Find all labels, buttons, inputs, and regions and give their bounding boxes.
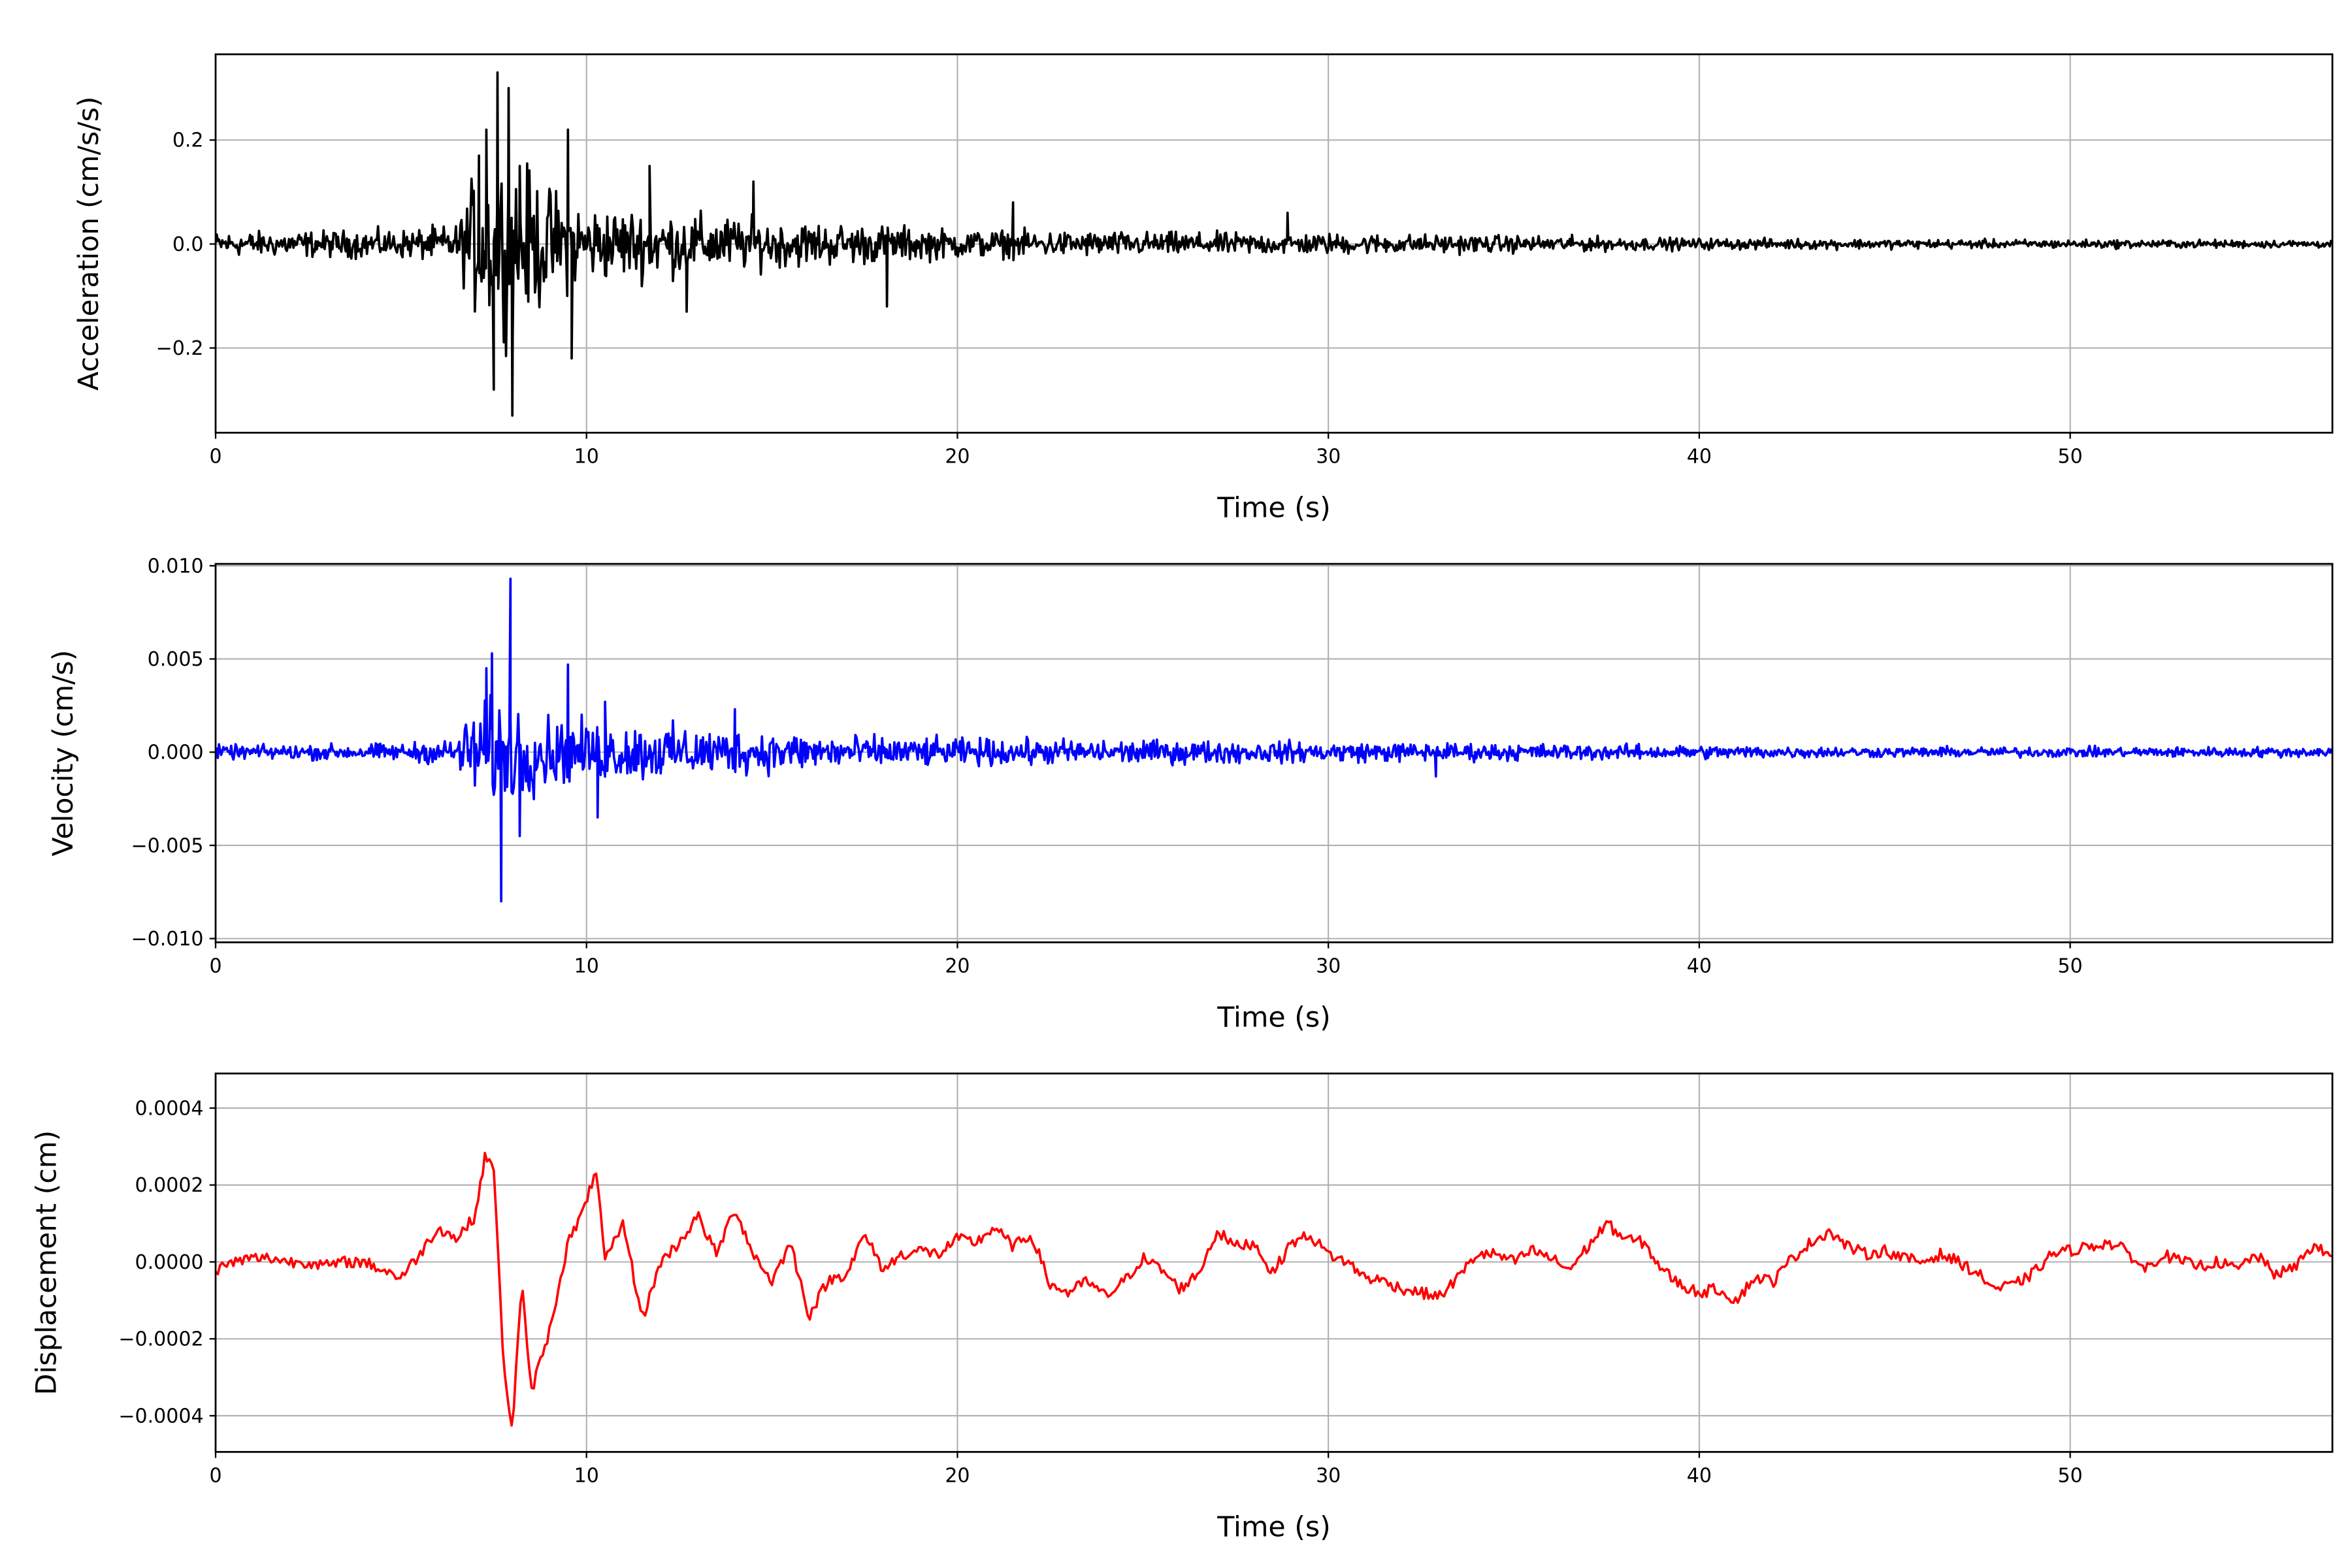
acceleration-x-tick-label: 0	[209, 445, 221, 468]
acceleration-x-axis-label: Time (s)	[1217, 492, 1331, 525]
acceleration-x-tick-label: 10	[574, 445, 599, 468]
velocity-y-axis-label: Velocity (cm/s)	[47, 650, 80, 857]
displacement-axes-frame	[214, 1072, 2334, 1453]
acceleration-series-line	[215, 71, 2332, 417]
velocity-y-tick-label: 0.000	[148, 742, 204, 764]
acceleration-y-tick-label: −0.2	[156, 337, 204, 360]
acceleration-y-axis-label: Acceleration (cm/s/s)	[73, 96, 105, 390]
velocity-series-line	[215, 578, 2332, 903]
velocity-y-tick-label: −0.010	[131, 928, 204, 951]
acceleration-panel: 0 10 20 30 40 50 −0.2 0.0 0.2 Time (s) Acceleratio…	[73, 53, 2334, 525]
acceleration-axes-frame	[214, 53, 2334, 434]
displacement-y-tick-label: 0.0002	[135, 1174, 204, 1197]
velocity-x-tick-label: 0	[209, 955, 221, 977]
velocity-x-tick-label: 50	[2058, 955, 2083, 977]
velocity-y-tick-label: 0.005	[148, 648, 204, 671]
velocity-x-tick-label: 20	[945, 955, 970, 977]
displacement-x-tick-label: 20	[945, 1464, 970, 1487]
velocity-x-tick-label: 40	[1687, 955, 1712, 977]
displacement-panel: 0 10 20 30 40 50 −0.0004 −0.0002 0.0000 0.0002 0.0…	[30, 1072, 2334, 1544]
velocity-axes-frame	[214, 563, 2334, 943]
displacement-x-tick-label: 10	[574, 1464, 599, 1487]
displacement-x-axis-label: Time (s)	[1217, 1511, 1331, 1544]
displacement-x-tick-label: 50	[2058, 1464, 2083, 1487]
acceleration-y-tick-label: 0.2	[172, 129, 204, 152]
velocity-x-tick-label: 10	[574, 955, 599, 977]
velocity-x-tick-label: 30	[1316, 955, 1341, 977]
acceleration-x-tick-label: 50	[2058, 445, 2083, 468]
velocity-y-tick-label: −0.005	[131, 834, 204, 857]
velocity-x-axis-label: Time (s)	[1217, 1002, 1331, 1034]
displacement-x-tick-label: 40	[1687, 1464, 1712, 1487]
velocity-y-tick-label: 0.010	[148, 555, 204, 578]
displacement-y-tick-label: 0.0004	[135, 1097, 204, 1120]
displacement-y-tick-label: 0.0000	[135, 1251, 204, 1274]
velocity-panel: 0 10 20 30 40 50 −0.010 −0.005 0.000 0.005 0.010 Ti…	[47, 555, 2334, 1034]
acceleration-x-tick-label: 40	[1687, 445, 1712, 468]
acceleration-y-tick-label: 0.0	[172, 233, 204, 256]
displacement-y-axis-label: Displacement (cm)	[30, 1130, 63, 1395]
displacement-series-line	[215, 1151, 2332, 1427]
acceleration-x-tick-label: 20	[945, 445, 970, 468]
displacement-x-tick-label: 30	[1316, 1464, 1341, 1487]
acceleration-x-tick-label: 30	[1316, 445, 1341, 468]
displacement-x-tick-label: 0	[209, 1464, 221, 1487]
displacement-y-tick-label: −0.0002	[118, 1328, 203, 1351]
displacement-y-tick-label: −0.0004	[118, 1405, 203, 1428]
